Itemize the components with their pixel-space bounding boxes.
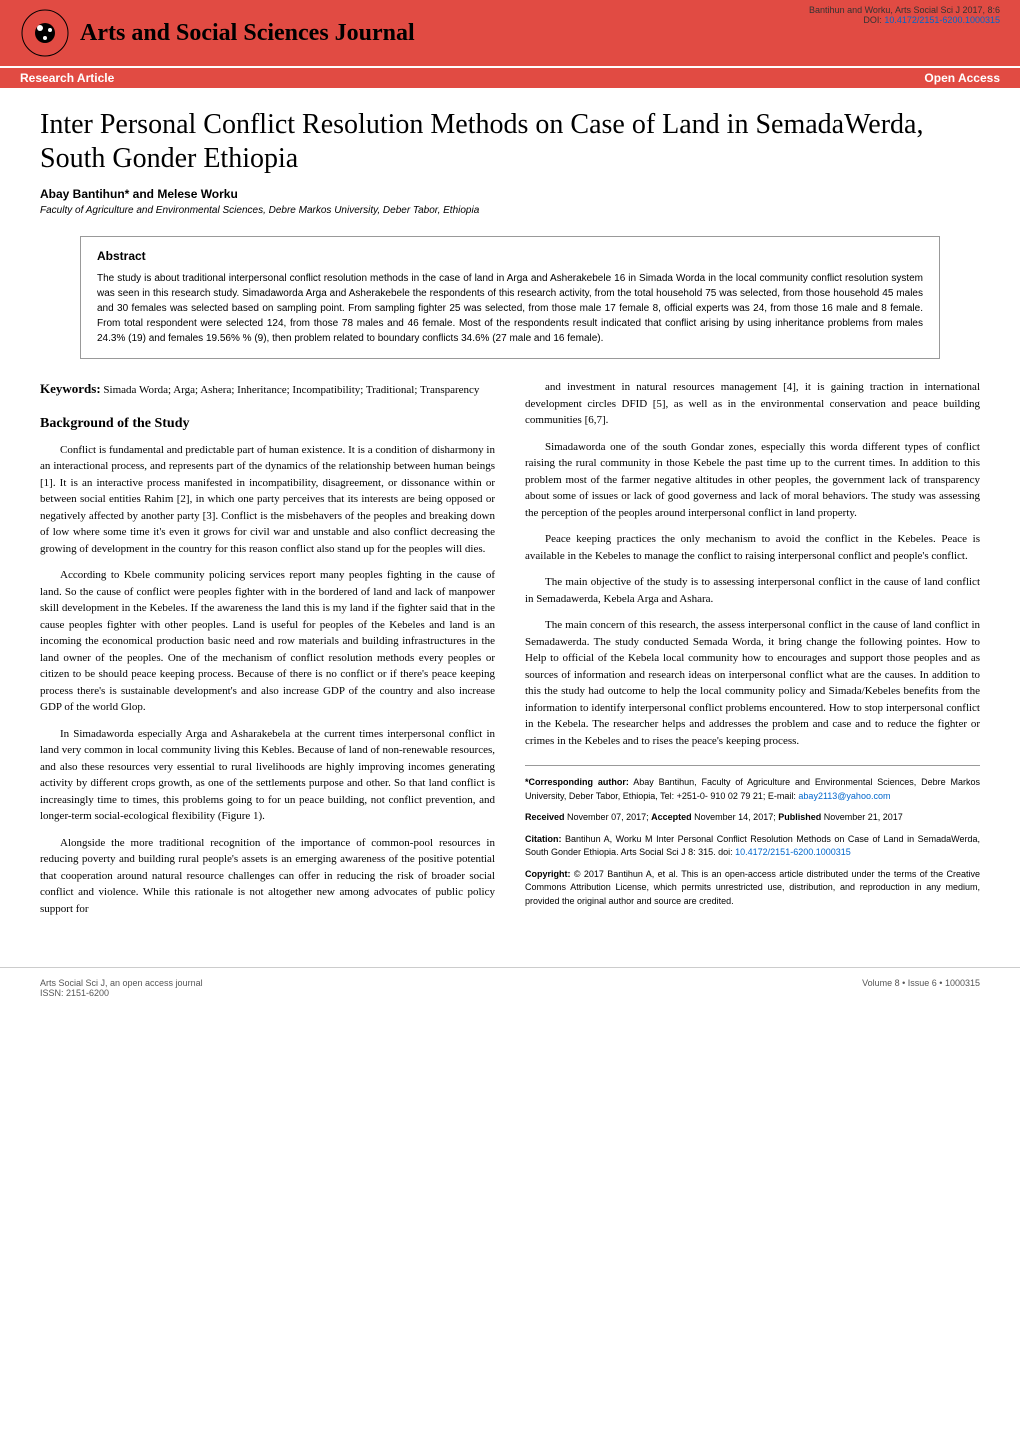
background-heading: Background of the Study <box>40 413 495 434</box>
citation-doi-link[interactable]: 10.4172/2151-6200.1000315 <box>735 847 851 857</box>
article-content: Inter Personal Conflict Resolution Metho… <box>0 88 1020 947</box>
background-para-2: According to Kbele community policing se… <box>40 567 495 716</box>
right-para-2: Simadaworda one of the south Gondar zone… <box>525 439 980 522</box>
doi-link[interactable]: 10.4172/2151-6200.1000315 <box>884 15 1000 25</box>
article-title: Inter Personal Conflict Resolution Metho… <box>40 108 980 175</box>
background-para-3: In Simadaworda especially Arga and Ashar… <box>40 726 495 825</box>
abstract-box: Abstract The study is about traditional … <box>80 236 940 359</box>
right-column: and investment in natural resources mana… <box>525 379 980 927</box>
footer-right: Volume 8 • Issue 6 • 1000315 <box>862 978 980 998</box>
background-para-1: Conflict is fundamental and predictable … <box>40 442 495 558</box>
right-para-4: The main objective of the study is to as… <box>525 574 980 607</box>
journal-name: Arts and Social Sciences Journal <box>80 20 415 47</box>
header-citation: Bantihun and Worku, Arts Social Sci J 20… <box>809 5 1000 25</box>
page-footer: Arts Social Sci J, an open access journa… <box>0 967 1020 1008</box>
author-email[interactable]: abay2113@yahoo.com <box>798 791 890 801</box>
keywords-label: Keywords: <box>40 381 101 396</box>
access-type: Open Access <box>924 71 1000 85</box>
left-column: Keywords: Simada Worda; Arga; Ashera; In… <box>40 379 495 927</box>
abstract-text: The study is about traditional interpers… <box>97 271 923 346</box>
keywords-text: Simada Worda; Arga; Ashera; Inheritance;… <box>103 384 479 396</box>
article-authors: Abay Bantihun* and Melese Worku <box>40 187 980 201</box>
dates-line: Received November 07, 2017; Accepted Nov… <box>525 811 980 825</box>
journal-header: Arts and Social Sciences Journal Bantihu… <box>0 0 1020 66</box>
citation-doi: DOI: 10.4172/2151-6200.1000315 <box>809 15 1000 25</box>
background-para-4: Alongside the more traditional recogniti… <box>40 835 495 918</box>
article-type: Research Article <box>20 71 114 85</box>
abstract-heading: Abstract <box>97 249 923 263</box>
journal-logo <box>20 8 70 58</box>
citation-block: Citation: Bantihun A, Worku M Inter Pers… <box>525 833 980 860</box>
keywords-line: Keywords: Simada Worda; Arga; Ashera; In… <box>40 379 495 399</box>
article-affiliation: Faculty of Agriculture and Environmental… <box>40 205 980 216</box>
article-info-box: *Corresponding author: Abay Bantihun, Fa… <box>525 765 980 908</box>
footer-left: Arts Social Sci J, an open access journa… <box>40 978 203 998</box>
logo-area: Arts and Social Sciences Journal <box>20 8 415 58</box>
two-column-layout: Keywords: Simada Worda; Arga; Ashera; In… <box>40 379 980 927</box>
corresponding-author: *Corresponding author: Abay Bantihun, Fa… <box>525 776 980 803</box>
copyright-block: Copyright: © 2017 Bantihun A, et al. Thi… <box>525 868 980 909</box>
citation-authors: Bantihun and Worku, Arts Social Sci J 20… <box>809 5 1000 15</box>
right-para-3: Peace keeping practices the only mechani… <box>525 531 980 564</box>
right-para-5: The main concern of this research, the a… <box>525 617 980 749</box>
right-para-1: and investment in natural resources mana… <box>525 379 980 429</box>
subheader-bar: Research Article Open Access <box>0 68 1020 88</box>
